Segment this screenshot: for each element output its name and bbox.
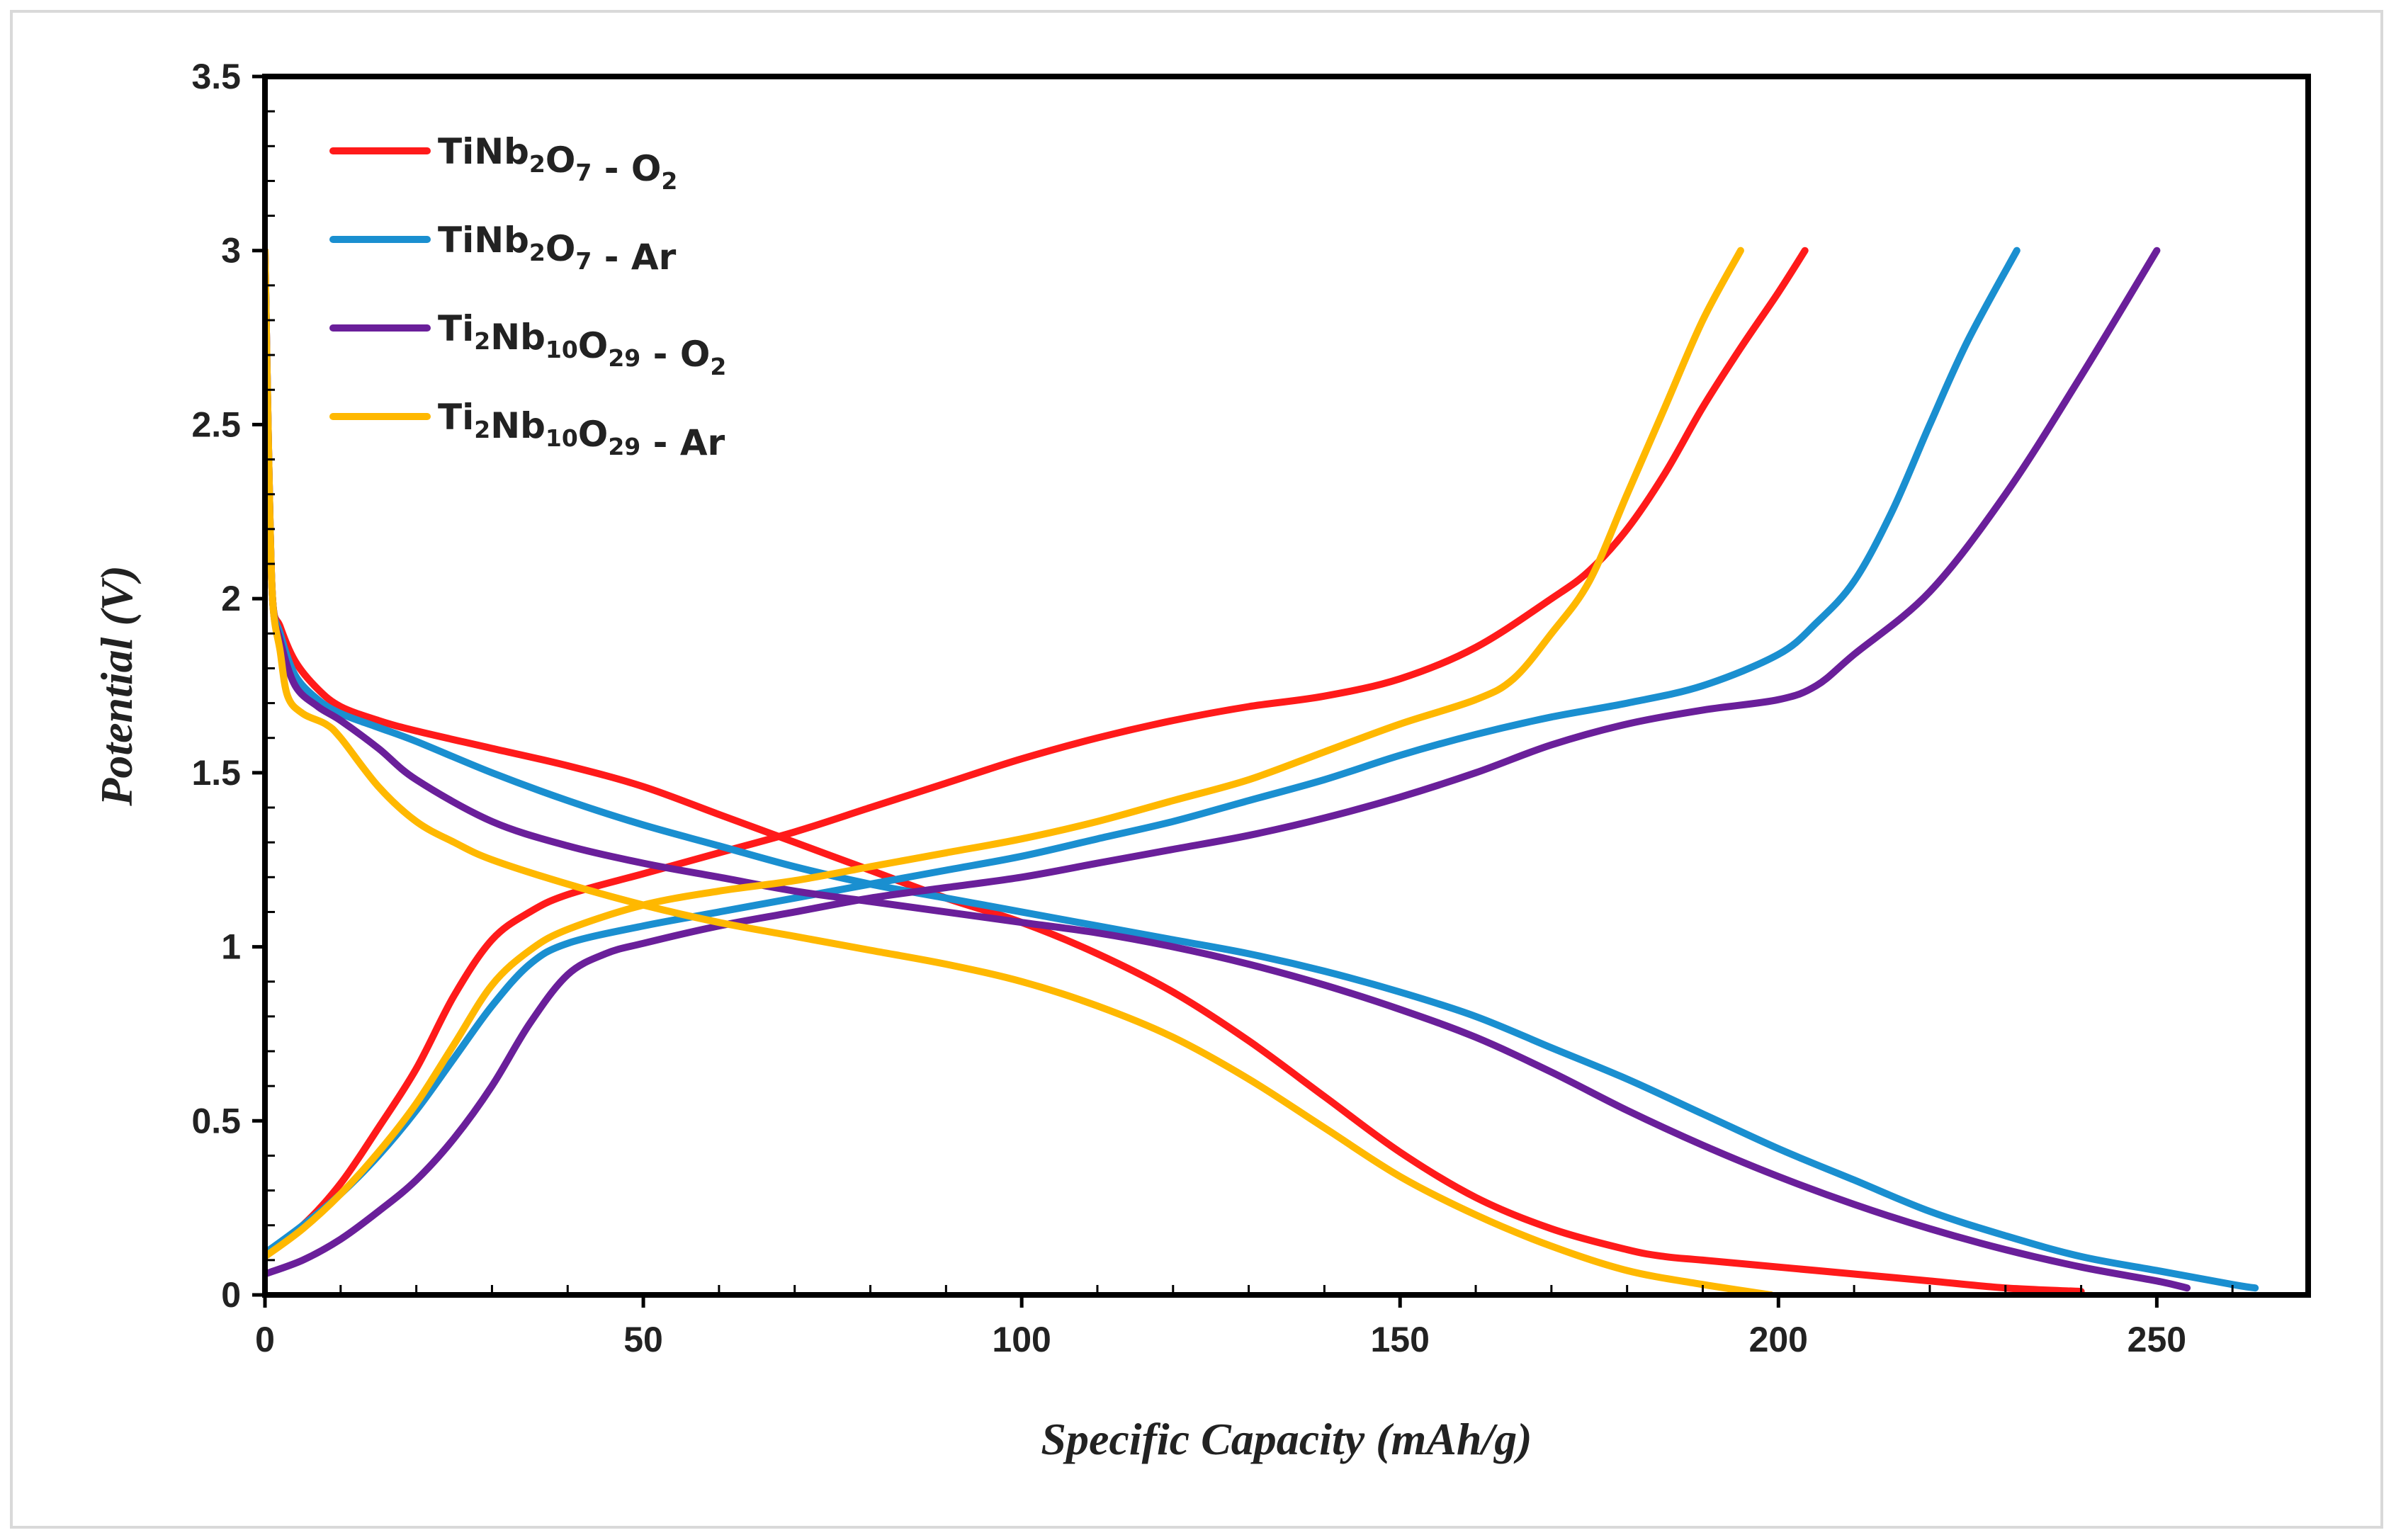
- axes: 0 0.5 1 1.5 2 2.5 3 3.5 0 50 100 150 200 250 Specific …: [91, 57, 2311, 1464]
- x-tick-label: 50: [623, 1320, 663, 1359]
- legend-label-2: TiNb2O7 - Ar: [438, 220, 677, 278]
- y-tick-label: 0.5: [191, 1101, 241, 1140]
- y-tick-label: 3: [221, 231, 241, 271]
- y-axis-title: Potential (V): [91, 565, 142, 807]
- series-line-1-discharge: [265, 247, 2085, 1296]
- series-line-2-charge: [265, 247, 2021, 1257]
- legend-label-3: Ti2Nb10O29 - O2: [438, 308, 726, 380]
- series-line-2-discharge: [265, 247, 2259, 1292]
- x-tick-label: 250: [2127, 1320, 2186, 1359]
- series-line-4-discharge: [265, 247, 1775, 1296]
- legend: TiNb2O7 - O2 TiNb2O7 - Ar Ti2Nb10O29 - O2 T…: [329, 131, 726, 463]
- x-tick-label: 200: [1749, 1320, 1808, 1359]
- legend-label-4: Ti2Nb10O29 - Ar: [438, 397, 725, 463]
- y-tick-label: 3.5: [191, 57, 241, 96]
- series-line-1-charge: [265, 247, 1809, 1257]
- x-tick-label: 150: [1371, 1320, 1430, 1359]
- x-tick-label: 0: [255, 1320, 275, 1359]
- y-tick-label: 2: [221, 579, 241, 618]
- x-axis-title: Specific Capacity (mAh/g): [1041, 1414, 1532, 1464]
- y-tick-label: 1.5: [191, 753, 241, 793]
- y-tick-label: 2.5: [191, 404, 241, 444]
- series-line-3-discharge: [265, 247, 2191, 1292]
- series-line-3-charge: [265, 247, 2161, 1278]
- series-group: [265, 247, 2259, 1296]
- x-tick-label: 100: [992, 1320, 1051, 1359]
- plot-area: [265, 77, 2308, 1295]
- legend-label-1: TiNb2O7 - O2: [438, 131, 677, 195]
- line-chart: 0 0.5 1 1.5 2 2.5 3 3.5 0 50 100 150 200 250 Specific …: [91, 57, 2311, 1464]
- series-line-4-charge: [265, 247, 1744, 1260]
- y-tick-label: 1: [221, 927, 241, 967]
- figure-frame: 0 0.5 1 1.5 2 2.5 3 3.5 0 50 100 150 200 250 Specific …: [10, 10, 2383, 1529]
- plot-frame: [262, 74, 2311, 1298]
- y-tick-label: 0: [221, 1275, 241, 1315]
- plot-background: [265, 77, 2308, 1295]
